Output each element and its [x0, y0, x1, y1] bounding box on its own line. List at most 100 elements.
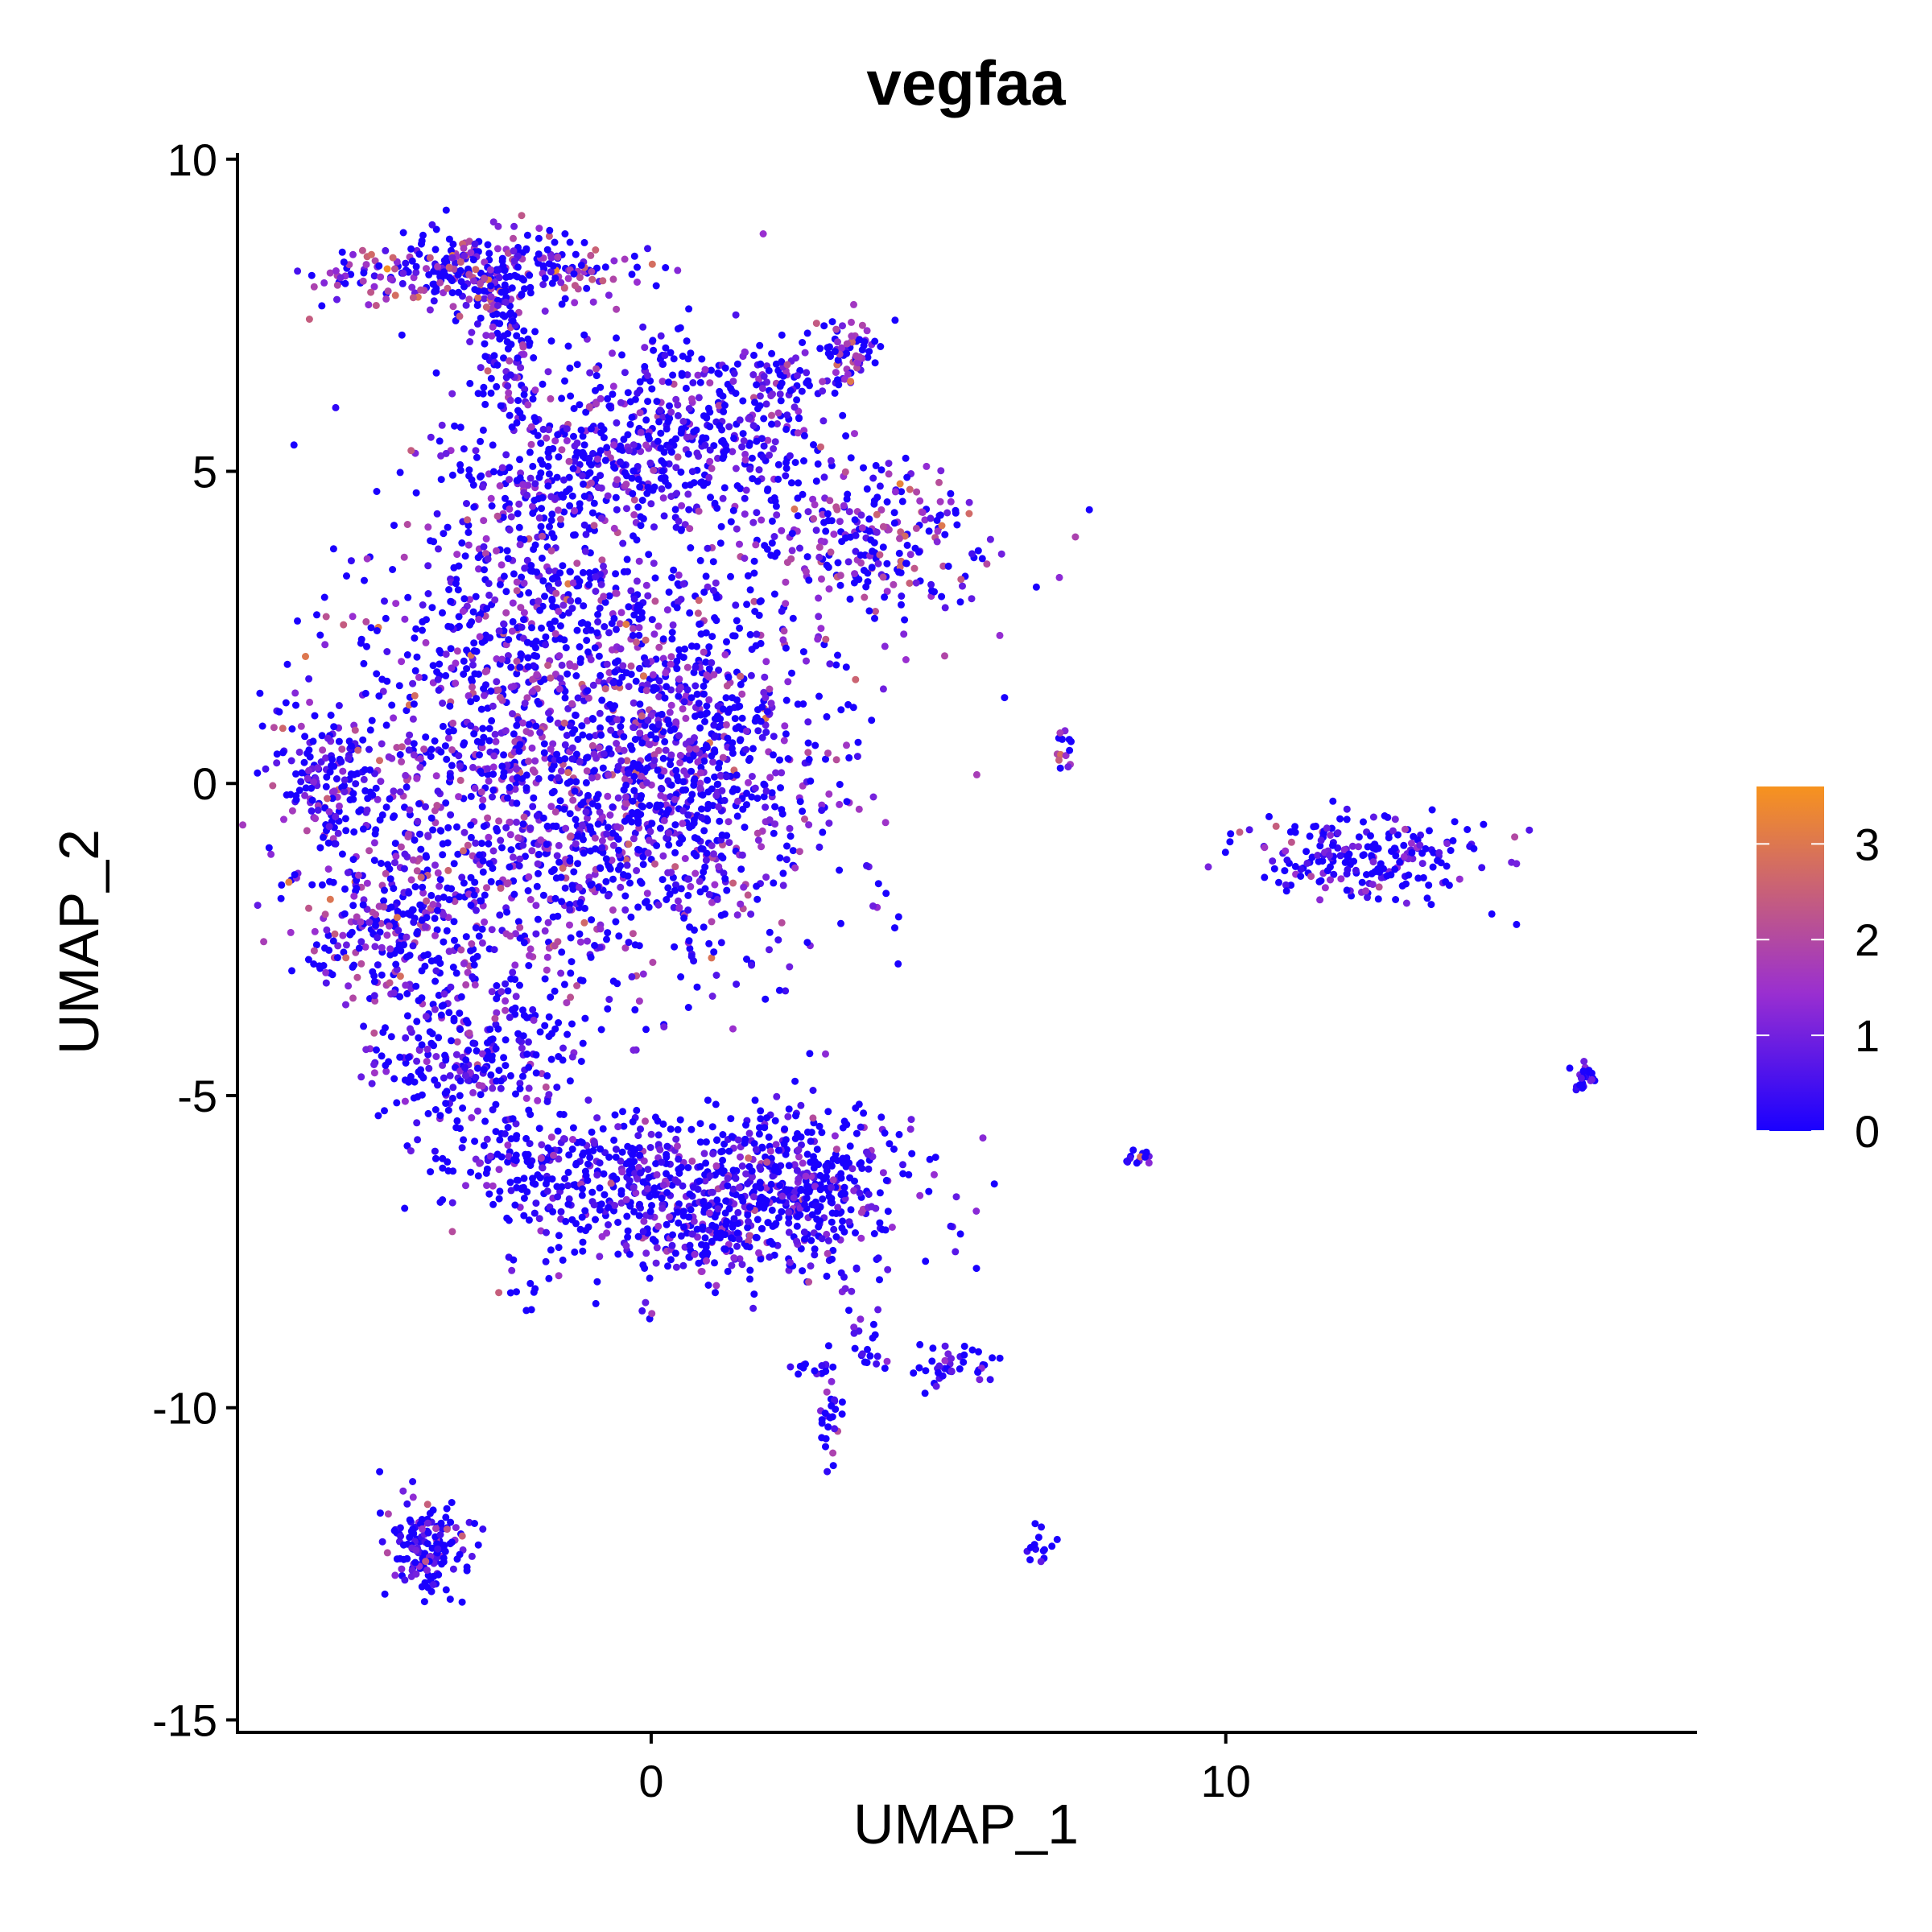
data-point: [832, 756, 840, 764]
data-point: [332, 775, 341, 782]
data-point: [477, 840, 485, 848]
data-point: [590, 499, 598, 507]
data-point: [870, 497, 878, 505]
data-point: [525, 1063, 533, 1071]
data-point: [547, 993, 555, 1001]
data-point: [399, 229, 407, 237]
data-point: [439, 700, 447, 707]
data-point: [497, 1153, 506, 1161]
data-point: [669, 621, 677, 629]
data-point: [496, 1136, 504, 1144]
data-point: [576, 1225, 584, 1233]
data-point: [510, 890, 518, 898]
data-point: [511, 976, 519, 984]
data-point: [571, 726, 579, 734]
data-point: [882, 890, 890, 898]
data-point: [455, 613, 463, 621]
data-point: [506, 371, 514, 379]
data-point: [701, 365, 709, 374]
data-point: [709, 558, 717, 566]
data-point: [667, 701, 675, 709]
data-point: [853, 753, 861, 761]
data-point: [649, 486, 657, 494]
data-point: [524, 654, 532, 662]
data-point: [551, 1025, 559, 1033]
data-point: [770, 751, 777, 759]
data-point: [617, 645, 625, 653]
data-point: [871, 337, 879, 345]
data-point: [420, 674, 428, 682]
data-point: [791, 505, 799, 513]
data-point: [547, 1133, 555, 1141]
data-point: [623, 861, 631, 869]
data-point: [324, 865, 332, 873]
data-point: [708, 993, 716, 1000]
data-point: [635, 997, 643, 1005]
data-point: [662, 264, 670, 271]
data-point: [502, 299, 510, 306]
data-point: [372, 921, 379, 929]
data-point: [449, 240, 457, 248]
data-point: [567, 934, 575, 942]
data-point: [526, 271, 534, 279]
data-point: [675, 571, 683, 579]
data-point: [456, 312, 464, 320]
data-point: [482, 332, 490, 340]
data-point: [451, 422, 459, 430]
data-point: [520, 535, 528, 543]
data-point: [683, 433, 691, 441]
data-point: [692, 426, 700, 434]
data-point: [879, 522, 887, 530]
data-point: [462, 1182, 469, 1190]
data-point: [288, 725, 296, 733]
data-point: [396, 972, 404, 980]
data-point: [760, 415, 768, 423]
data-point: [564, 779, 572, 787]
data-point: [654, 622, 663, 630]
data-point: [481, 340, 489, 348]
data-point: [788, 547, 796, 555]
data-point: [952, 506, 960, 514]
data-point: [681, 481, 689, 489]
data-point: [762, 729, 770, 737]
data-point: [493, 361, 502, 369]
data-point: [423, 265, 430, 273]
data-point: [791, 459, 799, 466]
data-point: [687, 1125, 696, 1133]
data-point: [287, 928, 295, 936]
data-point: [499, 514, 507, 522]
data-point: [382, 1061, 390, 1069]
data-point: [576, 883, 583, 891]
data-point: [619, 1108, 626, 1116]
data-point: [606, 811, 614, 819]
data-point: [779, 636, 787, 644]
data-point: [485, 833, 493, 841]
data-point: [436, 882, 444, 890]
data-point: [674, 401, 682, 409]
data-point: [486, 634, 494, 642]
data-point: [633, 638, 640, 646]
data-point: [373, 627, 381, 634]
data-point: [372, 302, 380, 309]
data-point: [997, 550, 1005, 558]
data-point: [517, 650, 525, 658]
data-point: [852, 675, 860, 683]
data-point: [591, 834, 599, 842]
data-point: [609, 382, 617, 390]
data-point: [571, 282, 579, 290]
data-point: [573, 982, 581, 989]
data-point: [927, 580, 935, 588]
data-point: [472, 447, 480, 455]
data-point: [634, 503, 642, 511]
data-point: [831, 389, 839, 397]
data-point: [554, 431, 562, 439]
data-point: [576, 577, 584, 585]
data-point: [256, 689, 264, 697]
data-point: [782, 459, 790, 467]
data-point: [843, 349, 851, 357]
data-point: [477, 314, 485, 322]
data-point: [557, 969, 565, 977]
data-point: [676, 1165, 684, 1173]
data-point: [548, 510, 556, 518]
data-point: [362, 617, 370, 625]
